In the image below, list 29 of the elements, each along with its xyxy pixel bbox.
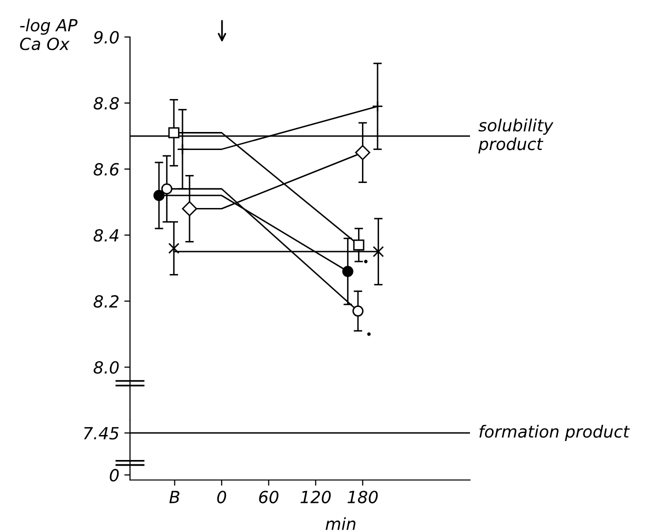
x-tick-label: 0	[217, 490, 226, 504]
point	[168, 242, 180, 254]
point	[367, 332, 371, 336]
point	[161, 183, 172, 194]
point	[168, 127, 180, 138]
x-tick-label: 120	[300, 490, 331, 504]
point	[153, 190, 165, 202]
point	[372, 246, 384, 258]
y-tick-label: 8.2	[94, 295, 119, 308]
y-tick-label: 8.0	[94, 361, 119, 374]
y-tick-label: 8.8	[94, 96, 119, 110]
y-axis-title: -log AP Ca Ox	[20, 18, 78, 50]
point	[342, 266, 354, 277]
point	[182, 201, 198, 216]
y-tick-label: 8.4	[94, 229, 118, 242]
y-tick-label: 9.0	[94, 30, 119, 44]
point	[355, 144, 370, 160]
x-tick-label: 60	[259, 490, 278, 504]
point	[364, 260, 368, 264]
x-tick-label: 180	[348, 490, 378, 504]
y-tick-label: 0	[110, 468, 119, 482]
point	[353, 239, 364, 251]
x-axis-title: min	[326, 517, 356, 530]
y-tick-label: 7.45	[84, 427, 119, 440]
point	[352, 305, 364, 317]
x-tick-label: B	[169, 490, 180, 504]
ref-line-label: formation product	[479, 424, 630, 442]
ref-line-label: solubility product	[478, 118, 554, 154]
y-tick-label: 8.6	[94, 163, 119, 176]
